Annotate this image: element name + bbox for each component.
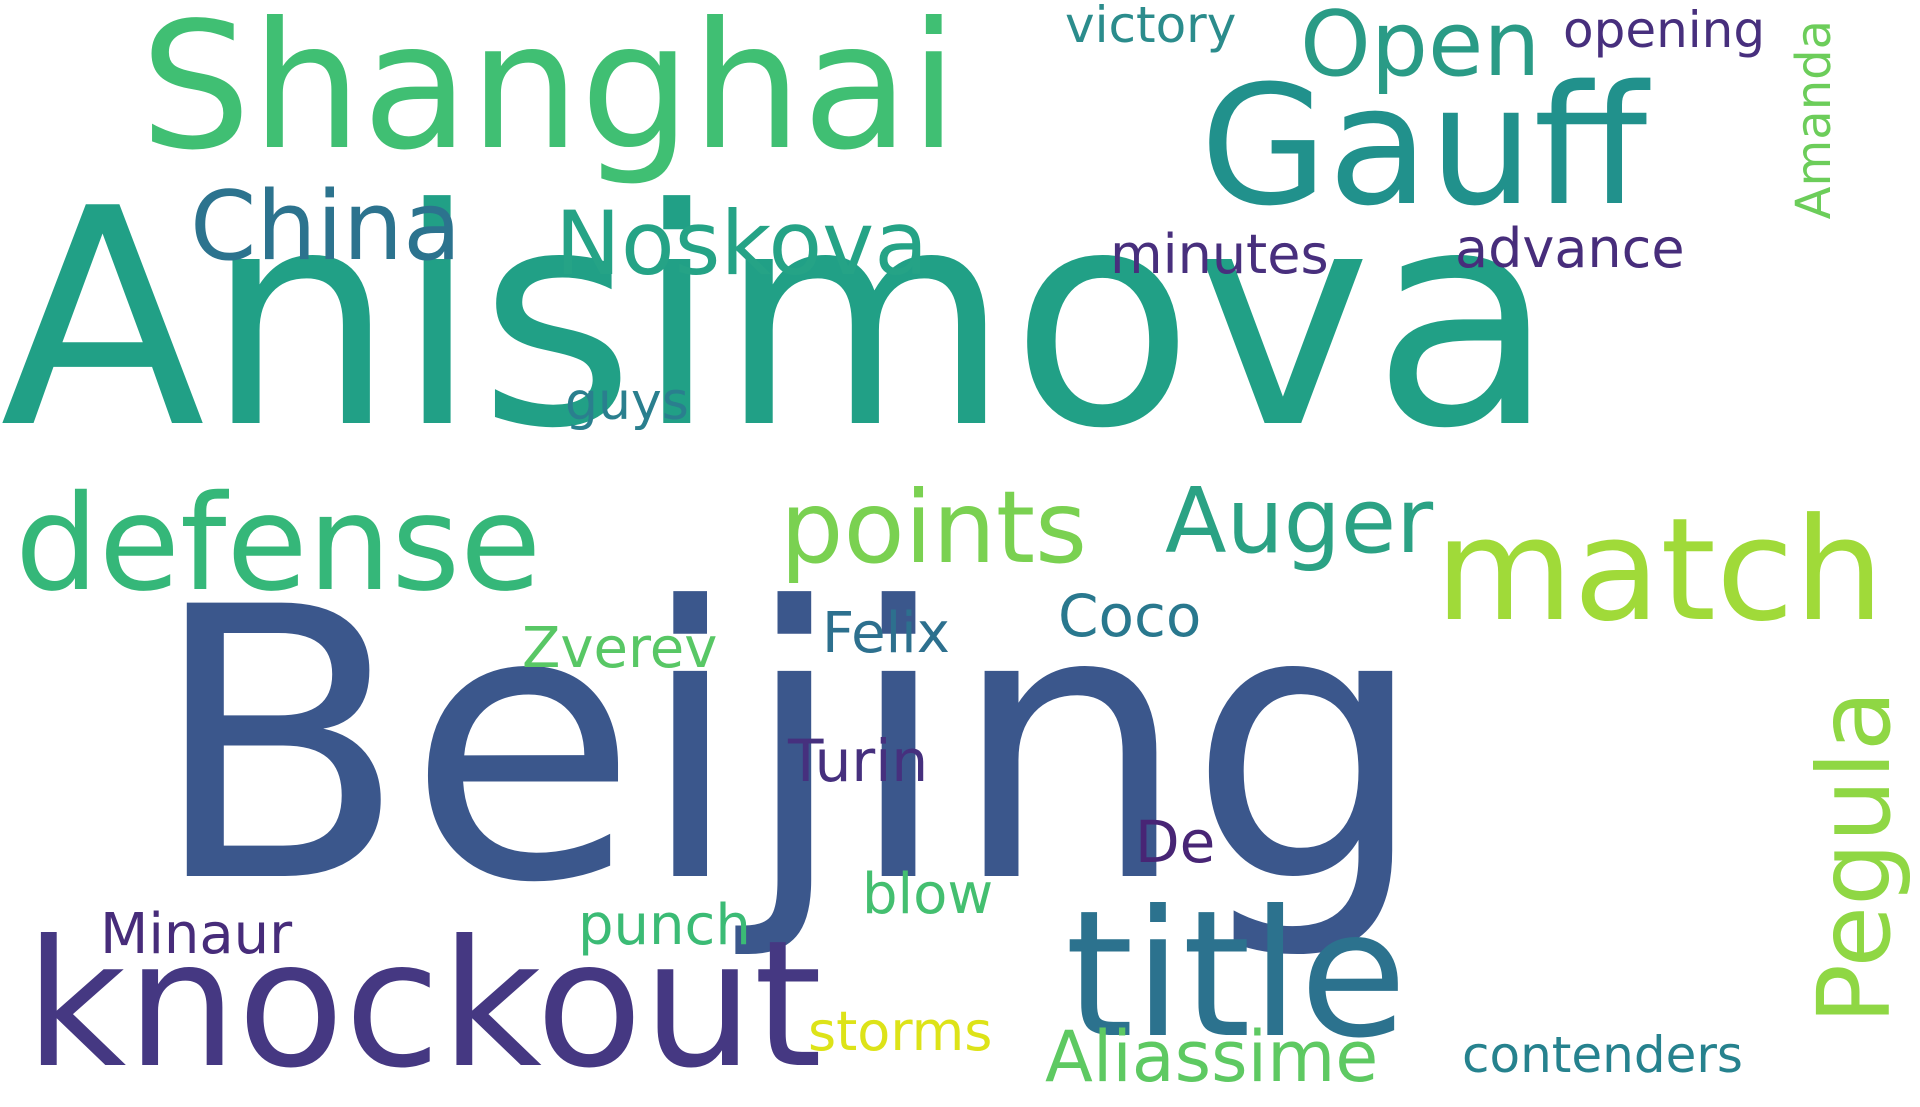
- word-punch: punch: [578, 893, 751, 958]
- word-china: China: [190, 172, 462, 282]
- word-pegula: Pegula: [1796, 690, 1913, 1025]
- word-coco: Coco: [1058, 582, 1202, 650]
- word-contenders: contenders: [1462, 1026, 1743, 1084]
- word-open: Open: [1300, 0, 1541, 97]
- word-victory: victory: [1065, 0, 1237, 54]
- word-auger: Auger: [1165, 469, 1434, 574]
- word-turin: Turin: [788, 727, 929, 795]
- word-blow: blow: [862, 862, 994, 927]
- word-anisimova: Anisimova: [0, 145, 1556, 494]
- word-beijing: Beijing: [150, 529, 1427, 965]
- word-advance: advance: [1455, 217, 1685, 280]
- word-de: De: [1135, 808, 1216, 876]
- word-points: points: [780, 469, 1088, 586]
- word-aliassime: Aliassime: [1045, 1016, 1379, 1098]
- word-storms: storms: [808, 1000, 993, 1063]
- word-guys: guys: [565, 372, 689, 432]
- word-noskova: Noskova: [555, 192, 929, 295]
- word-zverev: Zverev: [522, 616, 718, 681]
- word-gauff: Gauff: [1200, 50, 1648, 242]
- word-shanghai: Shanghai: [140, 0, 959, 189]
- word-match: match: [1435, 488, 1885, 653]
- word-title: title: [1065, 874, 1408, 1077]
- word-amanda: Amanda: [1786, 20, 1842, 220]
- word-minaur: Minaur: [100, 902, 293, 967]
- word-defense: defense: [15, 467, 542, 621]
- word-minutes: minutes: [1110, 223, 1329, 286]
- word-opening: opening: [1563, 1, 1766, 59]
- word-felix: Felix: [822, 601, 950, 666]
- word-knockout: knockout: [25, 904, 823, 1107]
